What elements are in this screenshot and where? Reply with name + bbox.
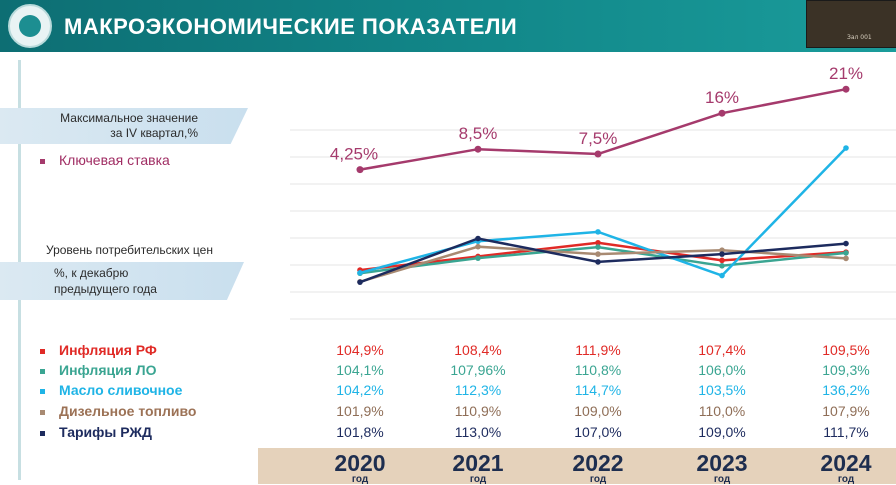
point-дизельное-топливо (719, 247, 725, 253)
table-cell: 111,9% (575, 342, 621, 358)
table-cell: 110,8% (574, 362, 622, 378)
table-row-label: Дизельное топливо (40, 403, 196, 419)
year-label: 2020 (334, 450, 386, 476)
year-label: 2023 (696, 450, 748, 476)
point-масло-сливочное (357, 270, 363, 276)
point-инфляция-ло (595, 244, 601, 250)
legend-label: Дизельное топливо (59, 403, 197, 419)
point-масло-сливочное (595, 229, 601, 235)
point-тарифы-ржд (843, 240, 849, 247)
point-инфляция-ло (843, 250, 849, 256)
cpi-caption-line2: %, к декабрю (54, 266, 129, 280)
cpi-caption-line3: предыдущего года (54, 282, 157, 296)
year-suffix: год (351, 474, 369, 485)
point-инфляция-ло (475, 255, 481, 261)
legend-label: Инфляция РФ (59, 342, 157, 358)
point-тарифы-ржд (719, 251, 725, 257)
table-cell: 111,7% (823, 424, 869, 440)
legend-item-key-rate: Ключевая ставка (40, 152, 170, 168)
point-тарифы-ржд (595, 259, 601, 265)
years-band (258, 448, 896, 484)
table-cell: 107,0% (574, 424, 622, 440)
table-cell: 110,0% (698, 403, 746, 419)
point-key-rate (842, 85, 850, 93)
table-cell: 113,0% (454, 424, 502, 440)
table-cell: 107,9% (822, 403, 870, 419)
table-cell: 136,2% (822, 382, 870, 398)
table-cell: 109,0% (574, 403, 622, 419)
legend-swatch (40, 388, 45, 394)
point-дизельное-топливо (595, 251, 601, 257)
table-cell: 101,8% (336, 424, 384, 440)
table-cell: 104,1% (336, 362, 384, 378)
year-label: 2021 (452, 450, 504, 476)
table-row-label: Тарифы РЖД (40, 424, 152, 440)
point-key-rate (594, 150, 602, 158)
emblem-icon (8, 4, 52, 48)
camera-thumbnail: Зал 001 (806, 0, 896, 48)
camera-caption: Зал 001 (847, 34, 872, 41)
legend-label: Инфляция ЛО (59, 362, 157, 378)
table-cell: 104,2% (336, 382, 384, 398)
point-key-rate (356, 166, 364, 174)
point-key-rate (474, 145, 482, 153)
legend-label: Ключевая ставка (59, 152, 170, 168)
table-cell: 104,9% (336, 342, 384, 358)
data-label-key-rate: 8,5% (459, 124, 498, 143)
table-row-label: Инфляция РФ (40, 342, 157, 358)
table-row-label: Инфляция ЛО (40, 362, 156, 378)
year-suffix: год (589, 474, 607, 485)
table-cell: 108,4% (454, 342, 502, 358)
year-suffix: год (469, 474, 487, 485)
point-тарифы-ржд (357, 279, 363, 285)
key-rate-caption-line1: Максимальное значение (60, 111, 198, 125)
point-инфляция-рф (719, 257, 725, 264)
point-дизельное-топливо (843, 255, 849, 262)
page-title: МАКРОЭКОНОМИЧЕСКИЕ ПОКАЗАТЕЛИ (64, 14, 518, 39)
table-cell: 107,4% (698, 342, 746, 358)
year-label: 2024 (820, 450, 872, 476)
table-cell: 112,3% (454, 382, 502, 398)
legend-swatch (40, 430, 45, 436)
table-cell: 103,5% (698, 382, 746, 398)
legend-swatch (40, 409, 45, 415)
header-bar: МАКРОЭКОНОМИЧЕСКИЕ ПОКАЗАТЕЛИ Зал 001 (0, 0, 896, 52)
legend-swatch (40, 348, 45, 354)
data-label-key-rate: 21% (829, 64, 863, 83)
table-cell: 109,0% (698, 424, 746, 440)
table-cell: 110,9% (454, 403, 502, 419)
legend-swatch (40, 368, 45, 374)
table-row-label: Масло сливочное (40, 382, 182, 398)
point-масло-сливочное (719, 272, 725, 279)
data-label-key-rate: 7,5% (579, 129, 618, 148)
year-label: 2022 (572, 450, 624, 476)
key-rate-caption-line2: за IV квартал,% (110, 126, 198, 140)
data-label-key-rate: 16% (705, 88, 739, 107)
table-cell: 106,0% (698, 362, 746, 378)
cpi-caption-line1: Уровень потребительских цен (46, 243, 213, 257)
year-suffix: год (713, 474, 731, 485)
year-suffix: год (837, 474, 855, 485)
cpi-caption-banner (0, 262, 244, 300)
key-rate-caption-banner (0, 108, 248, 144)
legend-swatch (40, 158, 45, 164)
table-cell: 109,5% (822, 342, 870, 358)
legend-label: Масло сливочное (59, 382, 183, 398)
point-инфляция-ло (719, 263, 725, 269)
table-cell: 114,7% (574, 382, 622, 398)
point-инфляция-рф (595, 239, 601, 246)
point-key-rate (718, 109, 726, 117)
point-дизельное-топливо (475, 243, 481, 250)
table-cell: 109,3% (822, 362, 870, 378)
point-тарифы-ржд (475, 235, 481, 242)
legend-label: Тарифы РЖД (59, 424, 153, 440)
table-cell: 107,96% (450, 362, 506, 378)
data-label-key-rate: 4,25% (330, 145, 378, 164)
point-масло-сливочное (843, 145, 849, 151)
table-cell: 101,9% (336, 403, 384, 419)
